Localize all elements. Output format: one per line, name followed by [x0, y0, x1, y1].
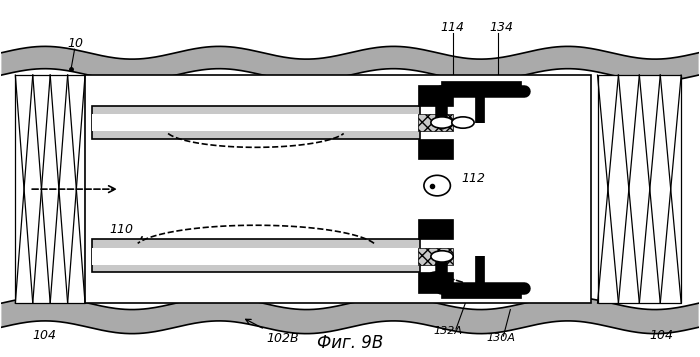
- Text: Фиг. 9В: Фиг. 9В: [317, 334, 383, 352]
- Bar: [92, 114, 420, 131]
- Bar: [418, 139, 453, 159]
- Text: 104: 104: [650, 328, 674, 342]
- Text: 130А: 130А: [486, 333, 515, 343]
- Bar: [598, 75, 681, 303]
- Bar: [440, 81, 521, 91]
- Text: 132А: 132А: [434, 326, 463, 336]
- Text: 140: 140: [249, 255, 273, 268]
- Bar: [92, 240, 420, 272]
- Circle shape: [431, 251, 453, 262]
- Bar: [418, 85, 453, 106]
- Bar: [440, 288, 521, 298]
- Bar: [15, 75, 85, 303]
- Ellipse shape: [424, 175, 450, 196]
- Bar: [92, 247, 420, 265]
- Text: 104: 104: [33, 328, 57, 342]
- Bar: [418, 219, 453, 240]
- Polygon shape: [1, 46, 699, 81]
- Bar: [418, 114, 453, 131]
- Text: 110: 110: [109, 223, 134, 236]
- Text: 114: 114: [440, 21, 465, 35]
- Text: 10: 10: [68, 37, 83, 50]
- Polygon shape: [1, 297, 699, 334]
- Bar: [85, 75, 591, 303]
- Circle shape: [452, 117, 474, 128]
- Text: 134: 134: [489, 21, 513, 35]
- Circle shape: [431, 117, 453, 128]
- Bar: [92, 106, 420, 139]
- Text: 102В: 102В: [246, 319, 299, 345]
- Text: 112: 112: [461, 172, 486, 185]
- Bar: [418, 247, 453, 265]
- Bar: [418, 272, 453, 293]
